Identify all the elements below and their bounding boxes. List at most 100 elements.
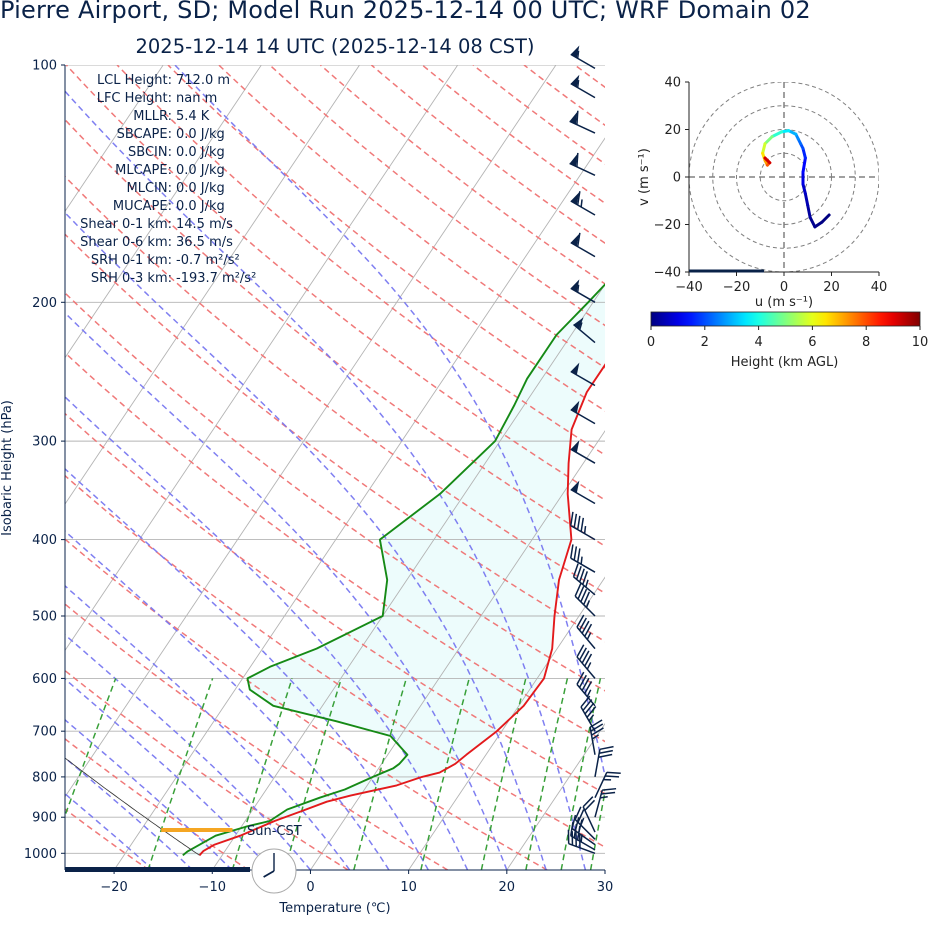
barb-flag xyxy=(570,480,580,493)
hodo-y-label: v (m s⁻¹) xyxy=(637,148,652,206)
x-tick-label: 20 xyxy=(499,880,516,895)
moist-adiabat xyxy=(65,395,469,870)
isotherm-line xyxy=(801,65,928,870)
isotherm-line xyxy=(65,65,164,213)
barb-full xyxy=(606,771,621,775)
moist-adiabat xyxy=(65,792,154,870)
barb-full xyxy=(578,674,587,688)
mixing-ratio-line xyxy=(525,678,569,870)
moist-adiabat xyxy=(65,211,547,870)
wind-barb xyxy=(574,583,596,617)
wind-barb xyxy=(594,787,617,818)
stat-label: MUCAPE: xyxy=(112,199,172,214)
stat-row-shear06: Shear 0-6 km: 36.5 m/s xyxy=(70,234,256,252)
barb-full xyxy=(574,817,580,832)
y-tick-label: 900 xyxy=(32,811,57,826)
barb-full xyxy=(576,110,579,125)
wind-barb xyxy=(570,511,596,541)
barb-full xyxy=(570,511,574,526)
stat-row-sbcape: SBCAPE: 0.0 J/kg xyxy=(70,126,256,144)
isotherm-line xyxy=(113,137,605,870)
stat-row-shear01: Shear 0-1 km: 14.5 m/s xyxy=(70,216,256,234)
hodo-ring xyxy=(759,152,809,202)
barb-flag xyxy=(570,74,580,88)
stat-value: nan m xyxy=(176,91,218,106)
wind-barb xyxy=(569,152,596,176)
stat-value: 36.5 m/s xyxy=(176,235,233,250)
x-tick-label: 10 xyxy=(400,880,417,895)
barb-full xyxy=(576,644,585,658)
stat-label: MLCIN: xyxy=(126,181,172,196)
hodo-segment xyxy=(801,182,807,196)
dry-adiabat xyxy=(65,351,605,743)
y-tick-label: 200 xyxy=(32,296,57,311)
barb-staff xyxy=(594,749,601,778)
barb-full xyxy=(590,723,604,732)
wind-barb xyxy=(570,232,596,258)
dry-adiabat xyxy=(65,808,150,870)
barb-staff xyxy=(576,683,596,707)
wind-barb xyxy=(580,695,597,732)
barb-half xyxy=(576,79,580,88)
barb-staff xyxy=(576,626,596,650)
barb-staff xyxy=(570,835,596,851)
stat-row-mlcape: MLCAPE: 0.0 J/kg xyxy=(70,162,256,180)
barb-full xyxy=(578,568,585,583)
wind-barb xyxy=(594,745,614,778)
x-tick-label: 30 xyxy=(597,880,614,895)
barb-half xyxy=(578,322,583,330)
wind-barb xyxy=(576,644,596,679)
stat-value: 0.0 J/kg xyxy=(176,163,225,178)
barb-staff xyxy=(580,706,596,732)
barb-full xyxy=(577,585,585,600)
barb-half xyxy=(583,525,587,534)
mixing-ratio-line xyxy=(420,678,470,870)
wind-barb xyxy=(574,806,596,840)
stat-value: 0.0 J/kg xyxy=(176,181,225,196)
parcel-profile xyxy=(65,757,200,856)
barb-staff xyxy=(570,370,596,387)
mixing-ratio-line xyxy=(353,678,408,870)
hodograph-plot xyxy=(689,82,879,272)
stats-panel: LCL Height: 712.0 m LFC Height: nan m MLLR… xyxy=(70,72,256,288)
isotherm-line xyxy=(65,65,459,652)
wind-barb xyxy=(570,191,596,216)
moist-adiabat xyxy=(65,311,508,870)
barb-staff xyxy=(570,82,596,99)
barb-half xyxy=(576,284,580,293)
barb-half xyxy=(585,600,591,608)
barb-full xyxy=(576,671,585,685)
barb-half xyxy=(603,778,612,781)
hodo-ring xyxy=(712,105,856,249)
y-tick-label: 500 xyxy=(32,609,57,624)
y-tick-label: 1000 xyxy=(24,847,57,862)
isotherm-line xyxy=(65,65,557,798)
barb-staff xyxy=(570,488,596,505)
moist-adiabat xyxy=(65,718,233,870)
stat-label: Shear 0-1 km: xyxy=(80,217,172,232)
mixing-ratio-line xyxy=(480,678,527,870)
stat-label: SRH 0-3 km: xyxy=(90,271,172,286)
barb-full xyxy=(570,544,574,559)
y-tick-label: 600 xyxy=(32,672,57,687)
barb-full xyxy=(598,753,613,758)
barb-staff xyxy=(570,408,596,425)
colorbar-label: Height (km AGL) xyxy=(731,355,839,370)
barb-full xyxy=(577,809,585,823)
barb-full xyxy=(582,571,588,585)
barb-full xyxy=(582,796,594,808)
stat-value: 0.0 J/kg xyxy=(176,145,225,160)
stat-value: 0.0 J/kg xyxy=(176,199,225,214)
barb-half xyxy=(585,579,589,588)
wind-barb xyxy=(570,362,596,387)
barb-full xyxy=(584,799,596,811)
barb-staff xyxy=(570,287,596,303)
barb-staff xyxy=(576,656,596,679)
wind-barb xyxy=(576,671,596,707)
hodo-x-label: u (m s⁻¹) xyxy=(755,295,813,310)
mixing-ratio-line xyxy=(560,678,602,870)
moist-adiabat xyxy=(65,584,351,870)
wind-barb xyxy=(570,279,596,303)
stat-label: Shear 0-6 km: xyxy=(80,235,172,250)
